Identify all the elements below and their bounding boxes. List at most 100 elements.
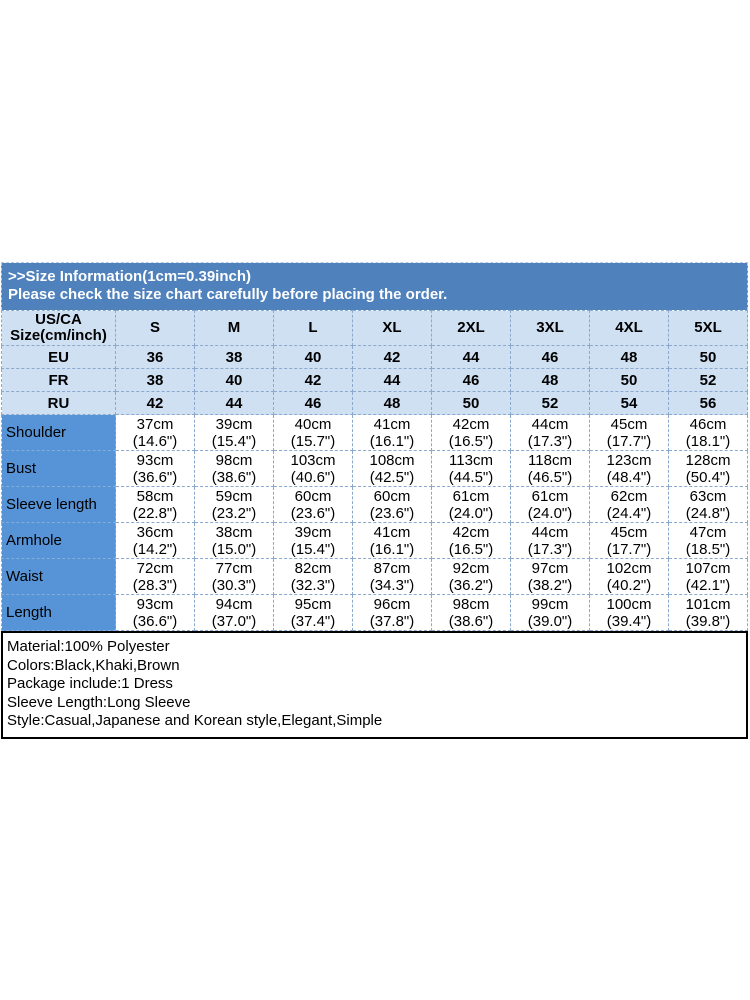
size-table: US/CA Size(cm/inch) S M L XL 2XL 3XL 4XL… (1, 310, 748, 631)
detail-line: Style:Casual,Japanese and Korean style,E… (7, 712, 383, 729)
measurement-value: 37cm (14.6") (115, 414, 195, 451)
product-details-box: Material:100% Polyester Colors:Black,Khak… (1, 631, 748, 739)
measurement-value: 77cm (30.3") (194, 558, 274, 595)
measurement-value: 118cm (46.5") (510, 450, 590, 487)
measurement-value: 96cm (37.8") (352, 594, 432, 631)
region-size-value: 46 (273, 391, 353, 415)
size-column-header: M (194, 310, 274, 346)
measurement-value: 41cm (16.1") (352, 522, 432, 559)
measurement-value: 93cm (36.6") (115, 450, 195, 487)
measurement-row: Waist 72cm (28.3") 77cm (30.3") 82cm (32.3"… (1, 558, 748, 595)
measurement-value: 72cm (28.3") (115, 558, 195, 595)
measurement-value: 62cm (24.4") (589, 486, 669, 523)
region-size-value: 42 (273, 368, 353, 392)
measurement-value: 107cm (42.1") (668, 558, 748, 595)
measurement-row: Armhole 36cm (14.2") 38cm (15.0") 39cm (15.… (1, 522, 748, 559)
measurement-value: 61cm (24.0") (510, 486, 590, 523)
measurement-value: 46cm (18.1") (668, 414, 748, 451)
measurement-value: 42cm (16.5") (431, 522, 511, 559)
region-size-value: 38 (194, 345, 274, 369)
measurement-value: 44cm (17.3") (510, 522, 590, 559)
measurement-value: 92cm (36.2") (431, 558, 511, 595)
region-size-value: 44 (431, 345, 511, 369)
region-size-value: 46 (431, 368, 511, 392)
banner-title: >>Size Information(1cm=0.39inch) (8, 268, 251, 285)
size-column-header: L (273, 310, 353, 346)
measurement-value: 58cm (22.8") (115, 486, 195, 523)
measurement-value: 98cm (38.6") (431, 594, 511, 631)
measurement-value: 99cm (39.0") (510, 594, 590, 631)
size-column-header: 3XL (510, 310, 590, 346)
measurement-value: 40cm (15.7") (273, 414, 353, 451)
measurement-value: 103cm (40.6") (273, 450, 353, 487)
measurement-value: 45cm (17.7") (589, 414, 669, 451)
measurement-label: Bust (1, 450, 116, 487)
measurement-row: Sleeve length 58cm (22.8") 59cm (23.2") 60c… (1, 486, 748, 523)
region-size-value: 38 (115, 368, 195, 392)
banner-subtitle: Please check the size chart carefully be… (8, 286, 448, 303)
size-column-header: 5XL (668, 310, 748, 346)
region-size-row: RU 42 44 46 48 50 52 54 56 (1, 391, 748, 415)
measurement-value: 45cm (17.7") (589, 522, 669, 559)
measurement-value: 39cm (15.4") (273, 522, 353, 559)
region-size-value: 44 (194, 391, 274, 415)
size-info-banner: >>Size Information(1cm=0.39inch) Please … (1, 263, 748, 310)
measurement-value: 36cm (14.2") (115, 522, 195, 559)
measurement-value: 102cm (40.2") (589, 558, 669, 595)
region-size-value: 54 (589, 391, 669, 415)
measurement-value: 100cm (39.4") (589, 594, 669, 631)
measurement-label: Waist (1, 558, 116, 595)
corner-line1: US/CA (35, 311, 82, 328)
measurement-value: 87cm (34.3") (352, 558, 432, 595)
detail-line: Colors:Black,Khaki,Brown (7, 656, 180, 674)
region-label: FR (1, 368, 116, 392)
measurement-value: 38cm (15.0") (194, 522, 274, 559)
measurement-value: 41cm (16.1") (352, 414, 432, 451)
measurement-value: 97cm (38.2") (510, 558, 590, 595)
size-header-row: US/CA Size(cm/inch) S M L XL 2XL 3XL 4XL… (1, 310, 748, 346)
region-label: RU (1, 391, 116, 415)
region-size-value: 50 (668, 345, 748, 369)
detail-line: Material:100% Polyester (7, 638, 170, 655)
region-size-value: 50 (431, 391, 511, 415)
measurement-value: 42cm (16.5") (431, 414, 511, 451)
region-size-value: 48 (352, 391, 432, 415)
size-column-header: 2XL (431, 310, 511, 346)
measurement-value: 60cm (23.6") (273, 486, 353, 523)
measurement-value: 108cm (42.5") (352, 450, 432, 487)
measurement-value: 101cm (39.8") (668, 594, 748, 631)
region-label: EU (1, 345, 116, 369)
size-chart-content: >>Size Information(1cm=0.39inch) Please … (1, 262, 748, 739)
region-size-value: 44 (352, 368, 432, 392)
detail-line: Sleeve Length:Long Sleeve (7, 693, 191, 711)
measurement-value: 93cm (36.6") (115, 594, 195, 631)
measurement-row: Shoulder 37cm (14.6") 39cm (15.4") 40cm (15… (1, 414, 748, 451)
measurement-label: Shoulder (1, 414, 116, 451)
detail-line: Package include:1 Dress (7, 675, 173, 692)
measurement-value: 39cm (15.4") (194, 414, 274, 451)
region-size-value: 40 (194, 368, 274, 392)
corner-line2: Size(cm/inch) (10, 327, 107, 344)
size-column-header: XL (352, 310, 432, 346)
region-size-value: 48 (510, 368, 590, 392)
measurement-row: Length 93cm (36.6") 94cm (37.0") 95cm (37.4… (1, 594, 748, 631)
measurement-value: 123cm (48.4") (589, 450, 669, 487)
measurement-label: Length (1, 594, 116, 631)
region-size-value: 52 (668, 368, 748, 392)
region-size-row: FR 38 40 42 44 46 48 50 52 (1, 368, 748, 392)
size-column-header: S (115, 310, 195, 346)
region-size-value: 42 (352, 345, 432, 369)
measurement-value: 94cm (37.0") (194, 594, 274, 631)
measurement-value: 128cm (50.4") (668, 450, 748, 487)
region-size-value: 42 (115, 391, 195, 415)
measurement-value: 63cm (24.8") (668, 486, 748, 523)
measurement-label: Armhole (1, 522, 116, 559)
measurement-value: 44cm (17.3") (510, 414, 590, 451)
measurement-value: 47cm (18.5") (668, 522, 748, 559)
corner-cell: US/CA Size(cm/inch) (1, 310, 116, 346)
measurement-value: 113cm (44.5") (431, 450, 511, 487)
region-size-value: 56 (668, 391, 748, 415)
region-size-value: 36 (115, 345, 195, 369)
size-column-header: 4XL (589, 310, 669, 346)
